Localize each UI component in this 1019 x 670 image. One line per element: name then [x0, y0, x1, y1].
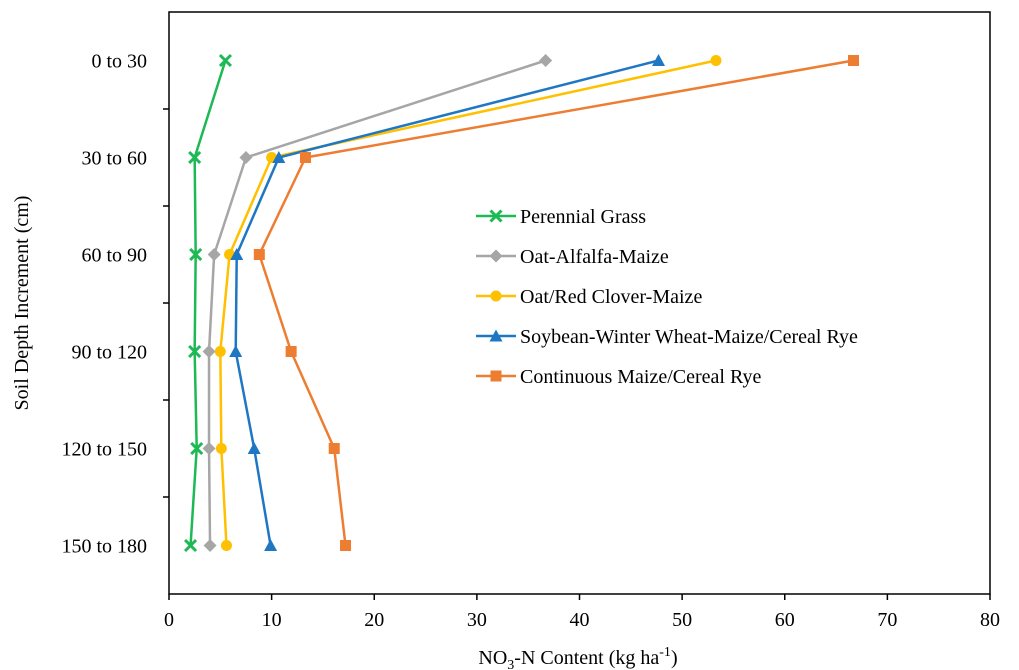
data-point — [848, 55, 860, 66]
legend-item: Soybean-Winter Wheat-Maize/Cereal Rye — [476, 326, 858, 348]
data-point — [188, 150, 202, 165]
series-layer — [183, 53, 860, 553]
x-tick-label: 20 — [364, 609, 384, 631]
x-axis-title-prefix: NO — [478, 647, 507, 669]
legend-label: Soybean-Winter Wheat-Maize/Cereal Rye — [520, 326, 858, 348]
data-point — [183, 538, 198, 553]
y-tick-label: 60 to 90 — [81, 245, 147, 267]
x-tick-label: 70 — [877, 609, 897, 631]
data-point — [710, 55, 722, 66]
data-point — [285, 346, 297, 357]
data-point — [539, 54, 553, 67]
data-point — [220, 540, 232, 551]
data-point — [247, 442, 261, 454]
y-tick-label: 30 to 60 — [81, 148, 147, 170]
data-point — [202, 442, 216, 455]
y-axis: 0 to 30 30 to 60 60 to 90 90 to 120 120 to 1… — [61, 51, 169, 558]
data-point — [218, 53, 233, 68]
series-2 — [202, 54, 553, 552]
x-axis: 0 10 20 30 40 50 60 70 80 — [164, 594, 1000, 631]
x-axis-title-sup: -1 — [659, 645, 671, 660]
data-point — [189, 247, 203, 262]
series-4 — [229, 54, 666, 551]
legend-label: Continuous Maize/Cereal Rye — [520, 366, 761, 388]
y-tick-label: 120 to 150 — [61, 439, 147, 461]
data-point — [229, 345, 243, 357]
series-5 — [253, 55, 860, 551]
data-point — [328, 443, 340, 454]
legend-item: Perennial Grass — [476, 206, 646, 228]
y-tick-label: 150 to 180 — [61, 536, 147, 558]
data-point — [203, 539, 217, 552]
x-tick-label: 30 — [467, 609, 487, 631]
legend-marker — [489, 249, 503, 263]
series-line — [207, 59, 547, 546]
data-point — [272, 151, 286, 163]
legend-label: Oat-Alfalfa-Maize — [520, 246, 669, 268]
data-point — [652, 54, 666, 66]
x-tick-label: 80 — [980, 609, 1000, 631]
data-point — [253, 249, 265, 260]
data-point — [239, 151, 253, 164]
data-point — [190, 441, 204, 456]
legend-item: Oat-Alfalfa-Maize — [476, 246, 669, 268]
legend-marker — [489, 209, 503, 223]
legend-marker — [489, 329, 503, 342]
data-point — [207, 248, 221, 261]
series-line — [234, 59, 659, 546]
legend: Perennial Grass Oat-Alfalfa-Maize Oat/Red … — [476, 206, 858, 388]
data-point — [264, 539, 278, 551]
x-axis-title-mid: -N Content (kg ha — [514, 647, 659, 669]
legend-label: Oat/Red Clover-Maize — [520, 286, 702, 308]
y-tick-label: 0 to 30 — [91, 51, 147, 73]
data-point — [188, 344, 202, 359]
legend-label: Perennial Grass — [520, 206, 646, 228]
series-1 — [183, 53, 233, 553]
x-axis-title-sub: 3 — [507, 658, 514, 670]
x-tick-label: 0 — [164, 609, 174, 631]
data-point — [230, 248, 244, 260]
data-point — [340, 540, 352, 551]
series-line — [189, 60, 227, 546]
data-point — [214, 346, 226, 357]
legend-item: Continuous Maize/Cereal Rye — [476, 366, 761, 388]
x-tick-label: 50 — [672, 609, 692, 631]
x-axis-title-suffix: ) — [671, 647, 678, 669]
data-point — [215, 443, 227, 454]
legend-marker — [490, 290, 502, 302]
series-line — [258, 59, 854, 546]
legend-item: Oat/Red Clover-Maize — [476, 286, 702, 308]
y-tick-label: 90 to 120 — [71, 342, 147, 364]
x-tick-label: 40 — [570, 609, 590, 631]
y-axis-title: Soil Depth Increment (cm) — [11, 196, 33, 411]
x-tick-label: 60 — [775, 609, 795, 631]
x-tick-label: 10 — [262, 609, 282, 631]
data-point — [202, 345, 216, 358]
legend-marker — [490, 370, 502, 382]
data-point — [299, 152, 311, 163]
x-axis-title: NO3-N Content (kg ha-1) — [478, 645, 677, 670]
